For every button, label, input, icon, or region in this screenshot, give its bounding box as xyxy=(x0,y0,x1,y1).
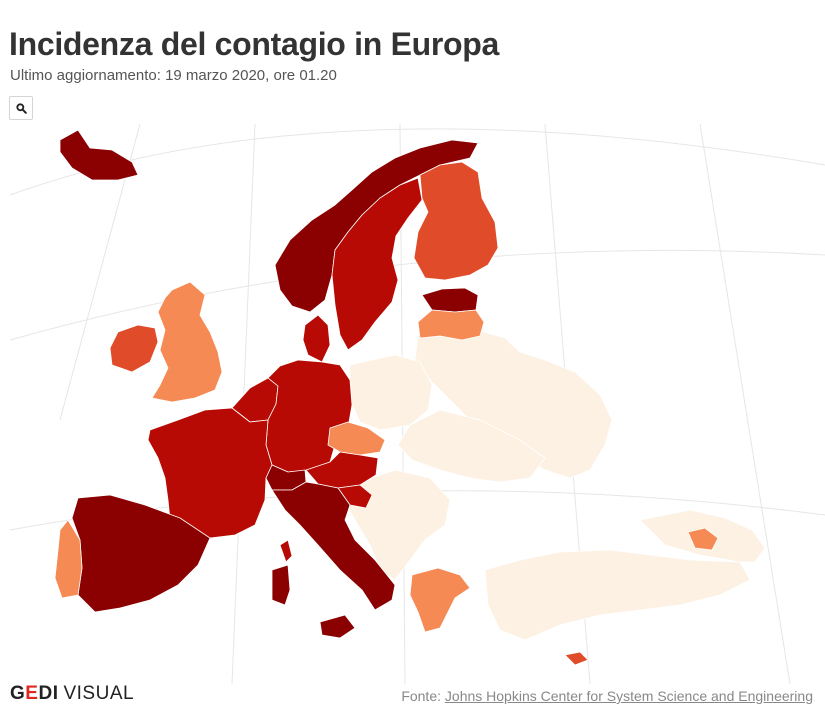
country-ukraine[interactable] xyxy=(397,409,546,483)
country-united-kingdom[interactable] xyxy=(151,281,223,403)
country-france[interactable] xyxy=(147,407,273,539)
logo-brand: GEDI xyxy=(10,683,59,704)
europe-map xyxy=(9,124,825,684)
country-latvia[interactable] xyxy=(417,309,485,341)
country-armenia[interactable] xyxy=(687,527,719,551)
country-denmark[interactable] xyxy=(302,314,331,363)
country-turkey[interactable] xyxy=(484,549,751,641)
source-link[interactable]: Johns Hopkins Center for System Science … xyxy=(444,688,813,704)
country-iceland[interactable] xyxy=(59,129,139,181)
country-greece[interactable] xyxy=(409,567,471,633)
country-russia[interactable] xyxy=(414,327,613,479)
gedi-visual-logo[interactable]: GEDI VISUAL xyxy=(10,683,134,705)
country-cyprus[interactable] xyxy=(564,651,589,666)
source-label: Fonte: xyxy=(401,688,442,704)
last-update-subtitle: Ultimo aggiornamento: 19 marzo 2020, ore… xyxy=(10,67,337,84)
country-sweden[interactable] xyxy=(331,177,423,351)
logo-sub: VISUAL xyxy=(63,683,135,704)
country-czechia[interactable] xyxy=(327,421,386,456)
country-france-corsica[interactable] xyxy=(279,539,293,563)
country-italy-sicily[interactable] xyxy=(319,614,356,639)
source-credit: Fonte: Johns Hopkins Center for System S… xyxy=(401,688,813,704)
country-italy-sardinia[interactable] xyxy=(271,564,291,606)
country-portugal[interactable] xyxy=(54,519,83,599)
zoom-button[interactable] xyxy=(9,96,33,120)
search-icon xyxy=(15,103,27,114)
country-estonia[interactable] xyxy=(421,287,479,313)
country-finland[interactable] xyxy=(413,161,499,281)
country-italy[interactable] xyxy=(271,481,396,611)
page-title: Incidenza del contagio in Europa xyxy=(9,26,500,62)
country-poland[interactable] xyxy=(349,354,433,431)
country-ireland[interactable] xyxy=(109,324,159,373)
